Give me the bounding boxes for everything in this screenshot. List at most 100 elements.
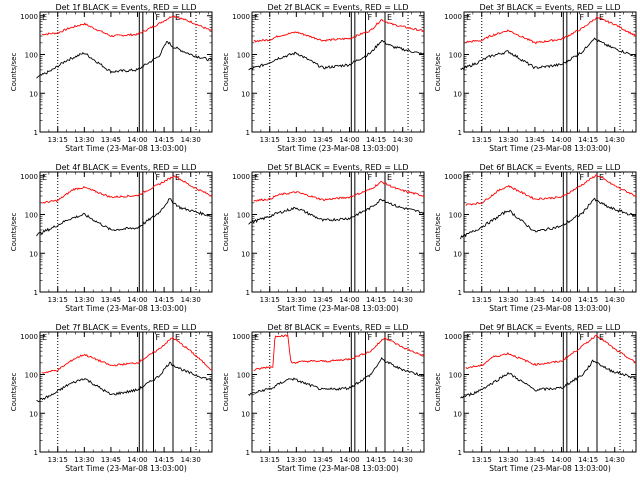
plot-frame <box>251 331 425 453</box>
x-tick-label: 13:15 <box>472 456 492 464</box>
y-tick-label: 1 <box>246 129 250 137</box>
x-axis-label: Start Time (23-Mar-08 13:03:00) <box>65 144 187 153</box>
x-tick-label: 13:45 <box>101 136 121 144</box>
y-tick-label: 100 <box>449 212 462 220</box>
interval-marker-label: F <box>579 13 584 22</box>
y-tick-label: 1 <box>246 449 250 457</box>
chart-panel: Det 3f BLACK = Events, RED = LLD 1 10 100 10… <box>434 3 637 153</box>
x-tick-label: 13:15 <box>260 296 280 304</box>
y-tick-label: 100 <box>25 372 38 380</box>
x-axis-label: Start Time (23-Mar-08 13:03:00) <box>489 304 611 313</box>
events-series-line <box>460 359 637 399</box>
x-tick-label: 13:30 <box>286 296 306 304</box>
x-tick-label: 13:45 <box>525 456 545 464</box>
interval-marker-label: E <box>254 13 259 22</box>
interval-marker-label: E <box>599 333 604 342</box>
interval-marker-label: F <box>155 13 160 22</box>
x-axis-label: Start Time (23-Mar-08 13:03:00) <box>489 464 611 473</box>
x-tick-label: 14:30 <box>393 296 413 304</box>
x-axis-label: Start Time (23-Mar-08 13:03:00) <box>65 304 187 313</box>
y-tick-label: 100 <box>25 212 38 220</box>
x-tick-label: 13:30 <box>74 136 94 144</box>
panel-title: Det 4f BLACK = Events, RED = LLD <box>55 163 196 172</box>
x-tick-label: 13:45 <box>525 296 545 304</box>
chart-panel: Det 8f BLACK = Events, RED = LLD 1 10 100 10… <box>222 323 425 473</box>
y-tick-label: 1 <box>458 449 462 457</box>
y-axis-label: Counts/sec <box>434 213 442 252</box>
interval-marker-label: F <box>155 173 160 182</box>
x-tick-label: 14:15 <box>578 456 598 464</box>
interval-marker-label: F <box>367 173 372 182</box>
plot-frame <box>39 331 213 453</box>
x-tick-label: 13:30 <box>498 296 518 304</box>
x-tick-label: 13:30 <box>286 136 306 144</box>
y-tick-label: 1000 <box>20 333 38 341</box>
y-tick-label: 1 <box>458 129 462 137</box>
plot-frame <box>463 11 637 133</box>
y-tick-label: 100 <box>237 372 250 380</box>
y-tick-label: 1 <box>34 129 38 137</box>
y-tick-label: 1000 <box>444 333 462 341</box>
x-tick-label: 13:15 <box>260 456 280 464</box>
y-tick-label: 10 <box>453 90 462 98</box>
x-tick-label: 14:30 <box>181 296 201 304</box>
y-tick-label: 10 <box>29 250 38 258</box>
y-tick-label: 100 <box>237 52 250 60</box>
interval-marker-label: F <box>367 13 372 22</box>
lld-series-line <box>41 174 213 204</box>
events-series-line <box>248 198 425 225</box>
interval-marker-label: F <box>155 333 160 342</box>
y-axis-label: Counts/sec <box>222 213 230 252</box>
x-tick-label: 13:15 <box>48 456 68 464</box>
x-tick-label: 13:45 <box>313 456 333 464</box>
chart-panel: Det 1f BLACK = Events, RED = LLD 1 10 100 10… <box>10 3 213 153</box>
x-tick-label: 14:00 <box>339 136 359 144</box>
y-tick-label: 1000 <box>444 13 462 21</box>
x-tick-label: 14:30 <box>605 136 625 144</box>
chart-panel: Det 5f BLACK = Events, RED = LLD 1 10 100 10… <box>222 163 425 313</box>
interval-marker-label: E <box>466 333 471 342</box>
y-axis-label: Counts/sec <box>10 373 18 412</box>
plot-frame <box>251 171 425 293</box>
lld-series-line <box>465 334 637 369</box>
y-tick-label: 1000 <box>232 333 250 341</box>
interval-marker-label: E <box>466 173 471 182</box>
y-tick-label: 1 <box>34 289 38 297</box>
lld-series-line <box>253 180 425 202</box>
y-axis-label: Counts/sec <box>434 53 442 92</box>
x-tick-label: 14:00 <box>339 296 359 304</box>
x-tick-label: 14:30 <box>181 136 201 144</box>
panel-title: Det 1f BLACK = Events, RED = LLD <box>55 3 196 12</box>
x-tick-label: 14:30 <box>393 456 413 464</box>
x-axis-label: Start Time (23-Mar-08 13:03:00) <box>277 304 399 313</box>
panel-title: Det 9f BLACK = Events, RED = LLD <box>479 323 620 332</box>
x-tick-label: 14:00 <box>127 296 147 304</box>
events-series-line <box>248 39 425 70</box>
interval-marker-label: E <box>387 13 392 22</box>
interval-marker-label: E <box>42 173 47 182</box>
x-tick-label: 13:45 <box>101 296 121 304</box>
y-tick-label: 10 <box>453 410 462 418</box>
lld-series-line <box>465 174 637 206</box>
events-series-line <box>36 361 213 403</box>
x-tick-label: 14:00 <box>339 456 359 464</box>
x-tick-label: 14:30 <box>393 136 413 144</box>
x-tick-label: 14:15 <box>366 136 386 144</box>
interval-marker-label: E <box>387 173 392 182</box>
interval-marker-label: F <box>579 173 584 182</box>
chart-panel: Det 6f BLACK = Events, RED = LLD 1 10 100 10… <box>434 163 637 313</box>
x-axis-label: Start Time (23-Mar-08 13:03:00) <box>277 144 399 153</box>
y-axis-label: Counts/sec <box>10 213 18 252</box>
plot-frame <box>463 171 637 293</box>
lld-series-line <box>41 15 213 38</box>
lld-series-line <box>41 336 213 374</box>
x-tick-label: 14:00 <box>127 456 147 464</box>
x-axis-label: Start Time (23-Mar-08 13:03:00) <box>277 464 399 473</box>
y-tick-label: 1000 <box>20 173 38 181</box>
y-tick-label: 100 <box>25 52 38 60</box>
x-tick-label: 13:15 <box>48 296 68 304</box>
x-tick-label: 14:00 <box>551 456 571 464</box>
x-tick-label: 14:00 <box>127 136 147 144</box>
panel-title: Det 6f BLACK = Events, RED = LLD <box>479 163 620 172</box>
